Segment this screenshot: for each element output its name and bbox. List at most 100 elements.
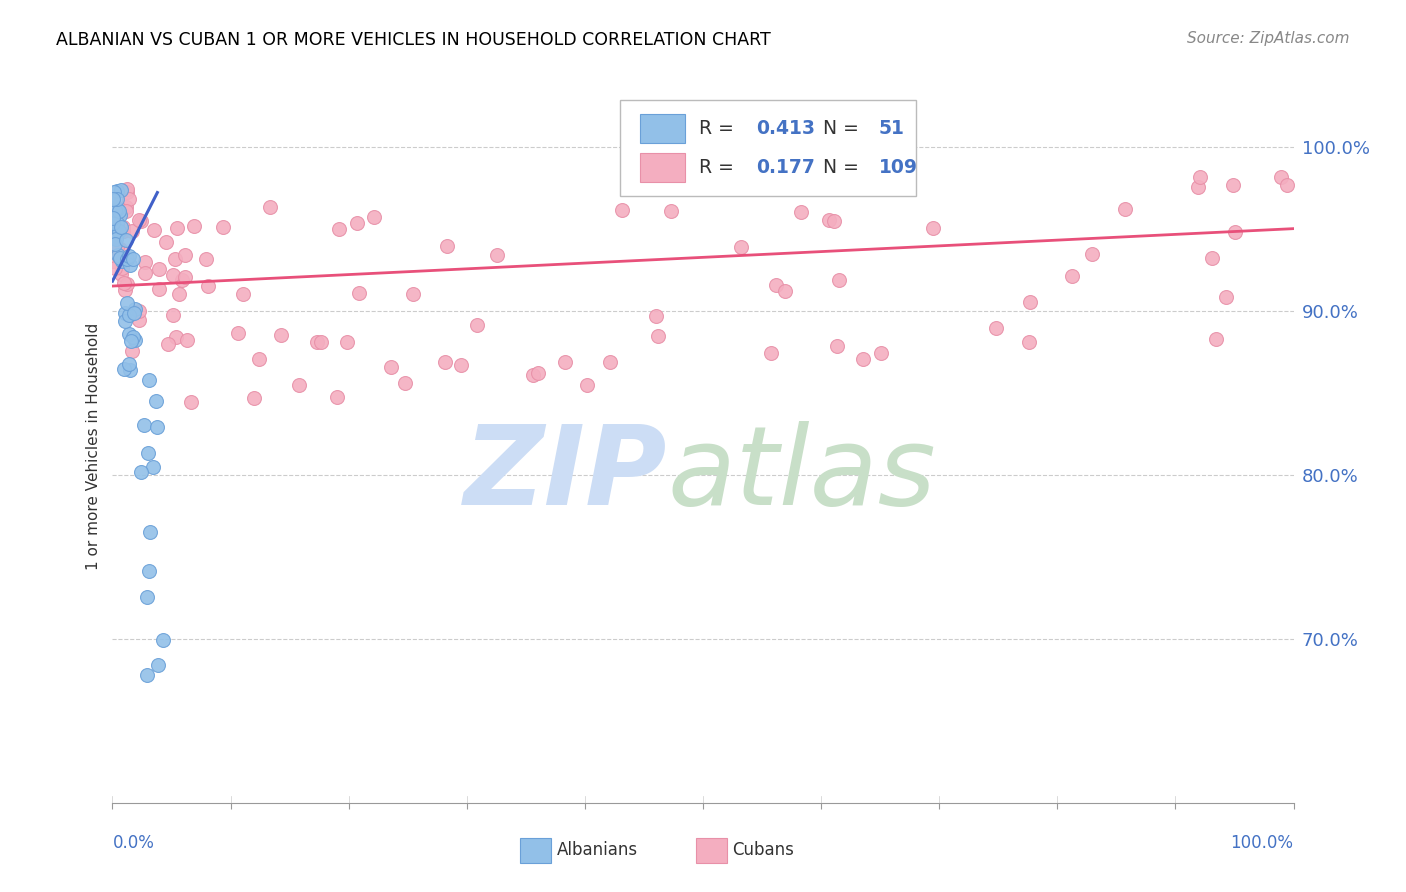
Text: ZIP: ZIP (464, 421, 668, 528)
Point (194, 252, 217, 266)
Point (165, 330, 187, 344)
Point (1114, 202, 1136, 217)
Point (1223, 225, 1246, 239)
Point (105, 200, 128, 214)
Point (103, 254, 125, 268)
Point (110, 267, 132, 281)
Point (115, 182, 138, 196)
Point (1205, 332, 1227, 346)
Point (247, 351, 270, 366)
Point (103, 223, 125, 237)
Point (115, 233, 138, 247)
Point (134, 266, 156, 280)
Point (986, 321, 1008, 335)
Point (105, 240, 128, 254)
Point (101, 192, 124, 206)
Point (146, 658, 169, 673)
Point (101, 219, 124, 234)
Text: N =: N = (824, 119, 865, 138)
Point (146, 419, 169, 434)
Point (287, 378, 309, 392)
Point (105, 216, 128, 230)
Point (309, 334, 332, 349)
Point (1201, 251, 1223, 265)
Point (730, 240, 752, 254)
Point (108, 208, 131, 222)
Y-axis label: 1 or more Vehicles in Household: 1 or more Vehicles in Household (86, 322, 101, 570)
Point (402, 286, 425, 301)
Point (121, 252, 143, 266)
Point (775, 284, 797, 298)
Point (142, 222, 165, 236)
Point (118, 326, 141, 341)
Point (644, 310, 666, 324)
Point (790, 205, 813, 219)
Point (110, 219, 132, 234)
Point (108, 224, 131, 238)
Point (105, 232, 128, 246)
Text: 0.0%: 0.0% (112, 834, 155, 852)
Point (138, 564, 160, 578)
Point (270, 328, 292, 343)
Point (522, 368, 544, 383)
Point (825, 339, 848, 353)
Point (155, 235, 177, 250)
Point (103, 185, 125, 199)
Point (108, 206, 131, 220)
FancyBboxPatch shape (620, 100, 915, 196)
Point (152, 632, 174, 647)
Point (114, 283, 136, 297)
Point (115, 295, 138, 310)
Point (1215, 290, 1237, 304)
Point (226, 326, 249, 340)
Point (112, 362, 135, 376)
Point (1277, 178, 1299, 192)
Point (212, 219, 235, 234)
Point (167, 287, 190, 301)
FancyBboxPatch shape (640, 114, 685, 143)
Point (157, 337, 180, 351)
Point (232, 286, 254, 301)
Text: 109: 109 (879, 158, 918, 178)
FancyBboxPatch shape (640, 153, 685, 182)
Point (122, 306, 145, 320)
Point (450, 358, 472, 372)
Point (104, 214, 127, 228)
Point (1018, 335, 1040, 350)
Point (118, 258, 141, 272)
Point (118, 309, 141, 323)
Text: 0.413: 0.413 (756, 119, 815, 138)
Point (105, 184, 128, 198)
Point (101, 216, 124, 230)
Point (128, 304, 150, 318)
Point (328, 222, 350, 236)
Text: 0.177: 0.177 (756, 158, 815, 178)
Point (761, 346, 783, 360)
Point (162, 268, 184, 283)
Point (121, 343, 143, 358)
Text: 51: 51 (879, 119, 905, 138)
Point (394, 376, 416, 390)
Point (104, 202, 127, 217)
Point (852, 352, 875, 367)
Point (108, 204, 131, 219)
Point (115, 277, 138, 292)
Point (166, 220, 188, 235)
Point (114, 314, 136, 328)
Point (305, 334, 328, 349)
Point (162, 308, 184, 322)
Point (336, 334, 359, 349)
Point (436, 239, 458, 253)
Point (170, 273, 193, 287)
Point (554, 355, 576, 369)
Point (101, 211, 124, 225)
Point (1060, 269, 1083, 284)
Point (165, 252, 187, 267)
Point (922, 221, 945, 235)
Point (111, 260, 134, 275)
Point (136, 591, 159, 605)
Point (108, 251, 131, 265)
Text: N =: N = (824, 158, 865, 178)
Point (135, 667, 157, 681)
Point (138, 373, 160, 387)
